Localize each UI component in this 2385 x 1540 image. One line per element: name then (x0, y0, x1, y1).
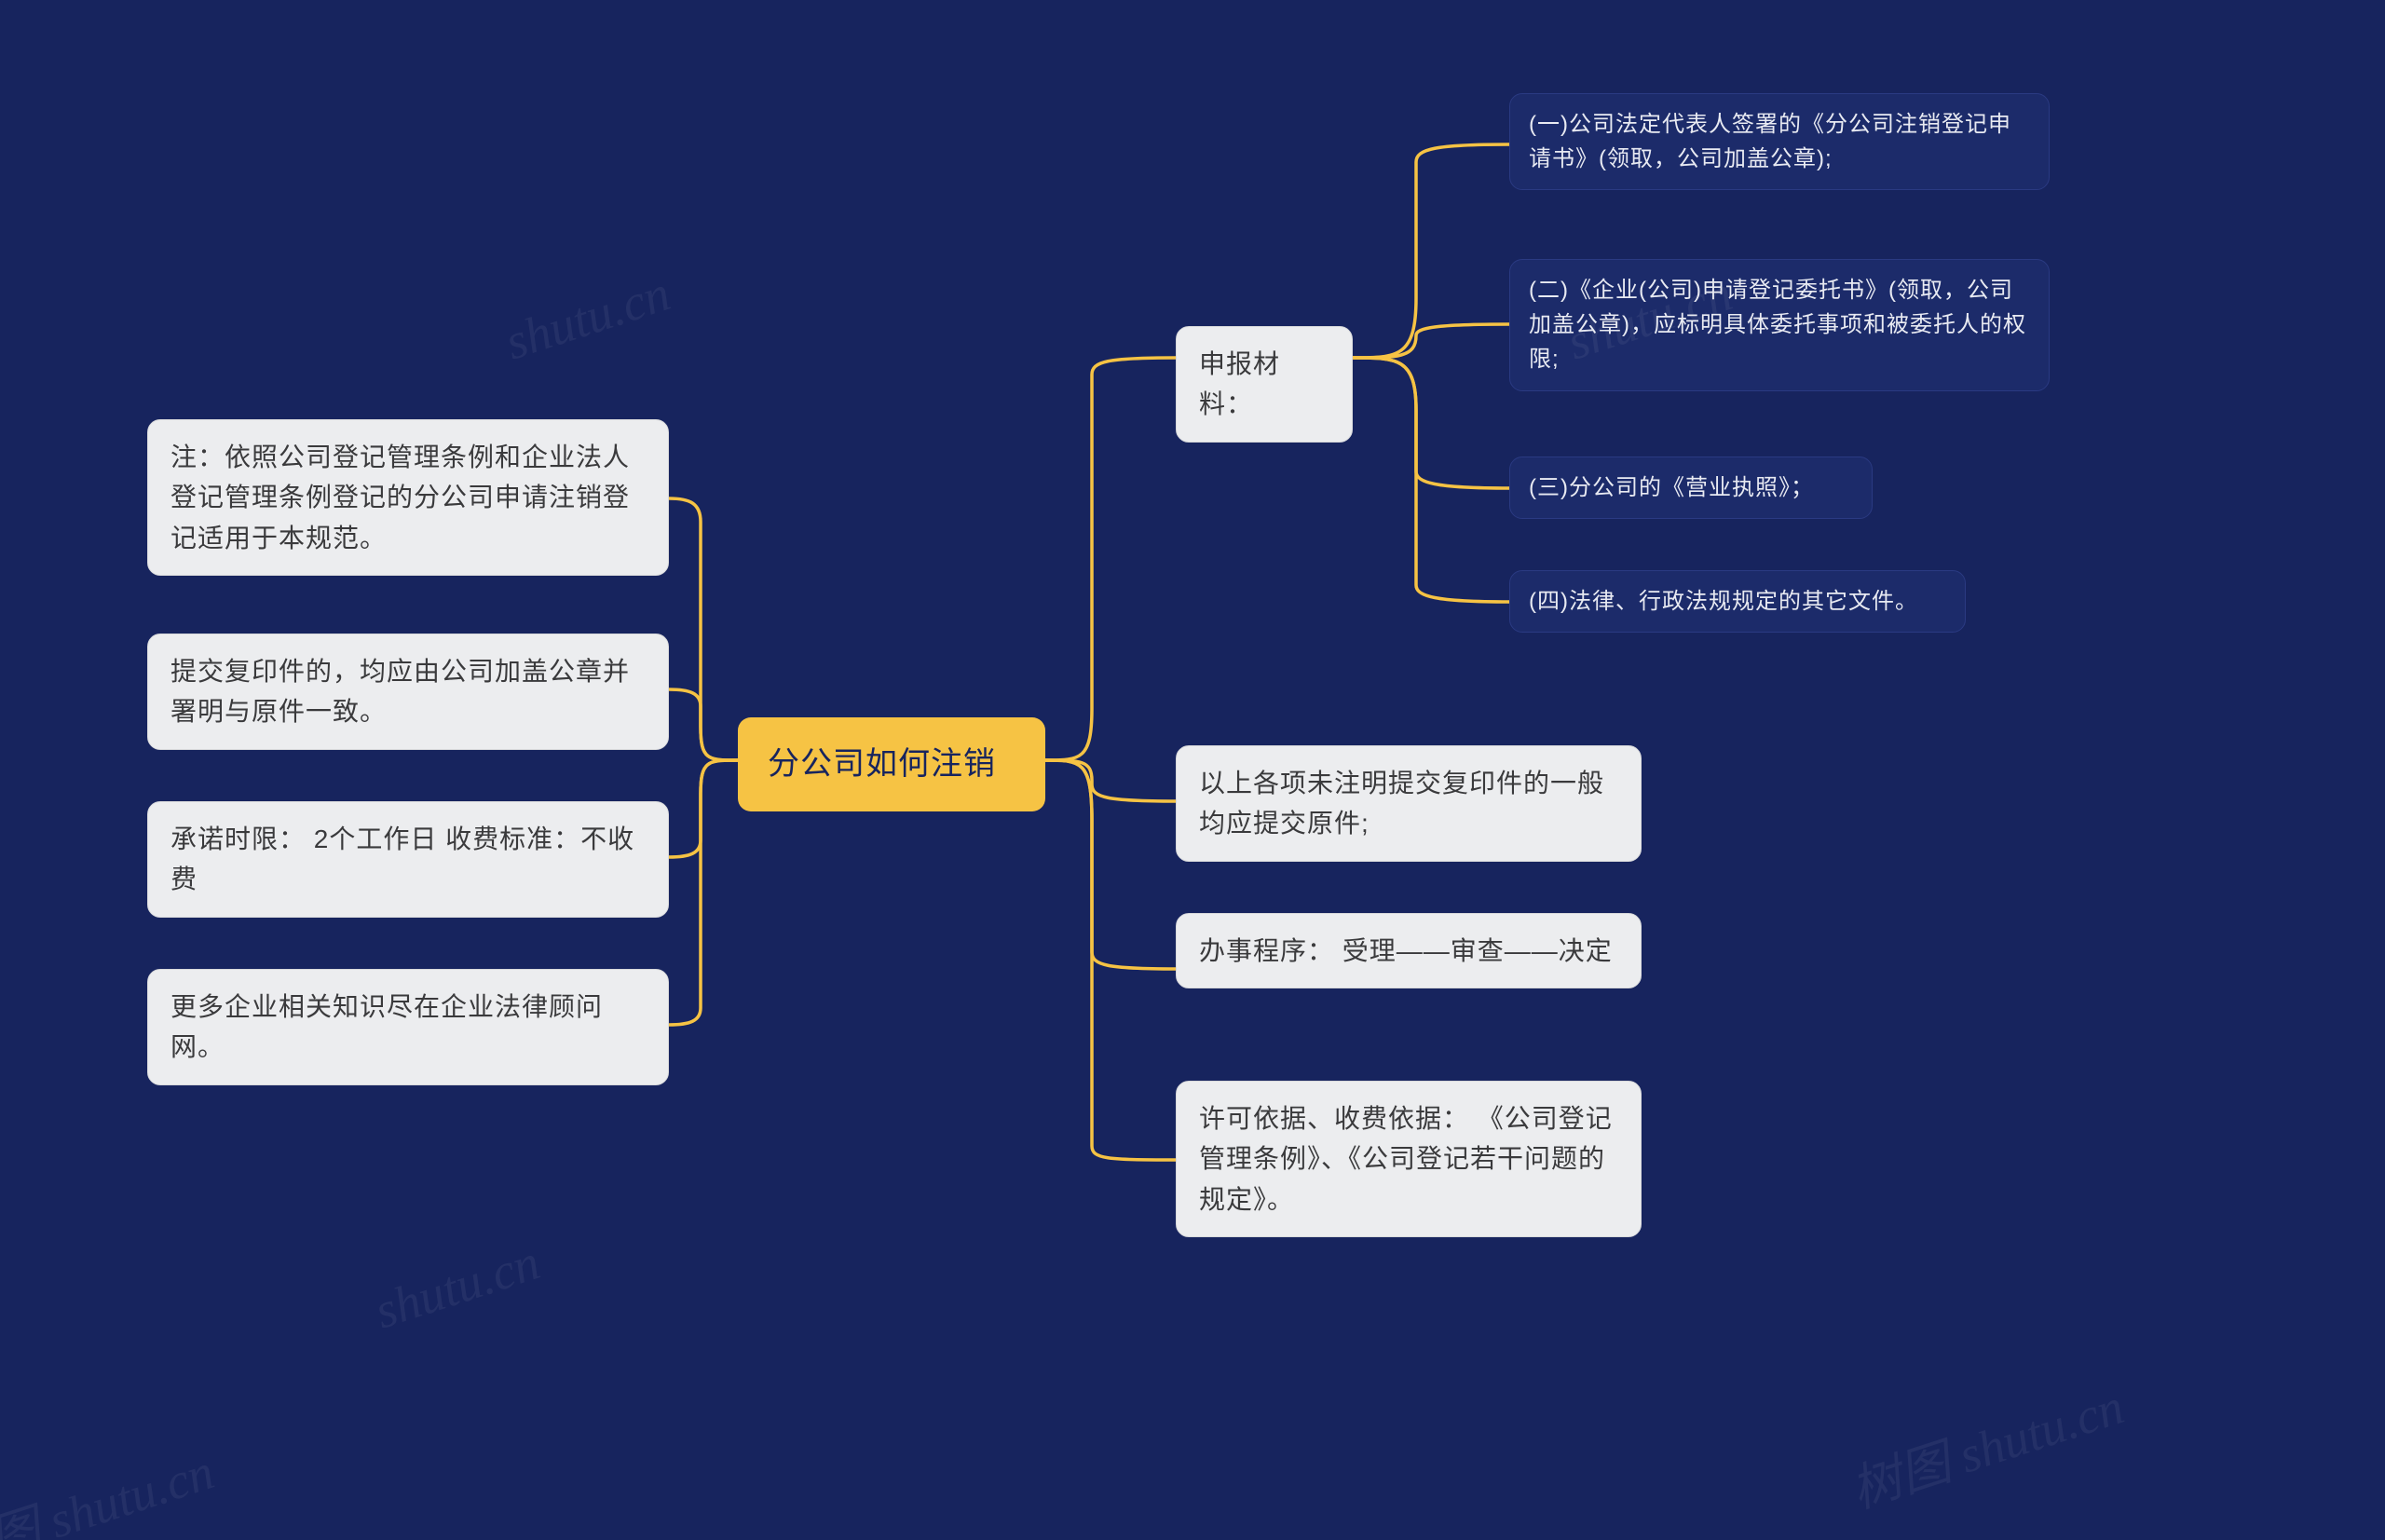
sub-node-2[interactable]: (二)《企业(公司)申请登记委托书》(领取，公司加盖公章)，应标明具体委托事项和… (1509, 259, 2050, 391)
watermark: 树图 shutu.cn (0, 1430, 222, 1540)
left-node-3[interactable]: 承诺时限： 2个工作日 收费标准：不收费 (147, 801, 669, 918)
watermark: 树图 shutu.cn (1840, 1365, 2132, 1522)
root-node[interactable]: 分公司如何注销 (738, 717, 1045, 811)
left-node-2[interactable]: 提交复印件的，均应由公司加盖公章并署明与原件一致。 (147, 634, 669, 750)
right-node-originals[interactable]: 以上各项未注明提交复印件的一般均应提交原件; (1176, 745, 1642, 862)
sub-node-4[interactable]: (四)法律、行政法规规定的其它文件。 (1509, 570, 1966, 633)
right-node-materials[interactable]: 申报材料： (1176, 326, 1353, 443)
right-node-basis[interactable]: 许可依据、收费依据： 《公司登记管理条例》、《公司登记若干问题的规定》。 (1176, 1081, 1642, 1237)
watermark: shutu.cn (368, 1233, 547, 1340)
sub-node-1[interactable]: (一)公司法定代表人签署的《分公司注销登记申请书》(领取，公司加盖公章); (1509, 93, 2050, 190)
left-node-1[interactable]: 注：依照公司登记管理条例和企业法人登记管理条例登记的分公司申请注销登记适用于本规… (147, 419, 669, 576)
left-node-4[interactable]: 更多企业相关知识尽在企业法律顾问网。 (147, 969, 669, 1085)
watermark: shutu.cn (498, 264, 677, 371)
sub-node-3[interactable]: (三)分公司的《营业执照》； (1509, 457, 1873, 519)
right-node-procedure[interactable]: 办事程序： 受理——审查——决定 (1176, 913, 1642, 988)
